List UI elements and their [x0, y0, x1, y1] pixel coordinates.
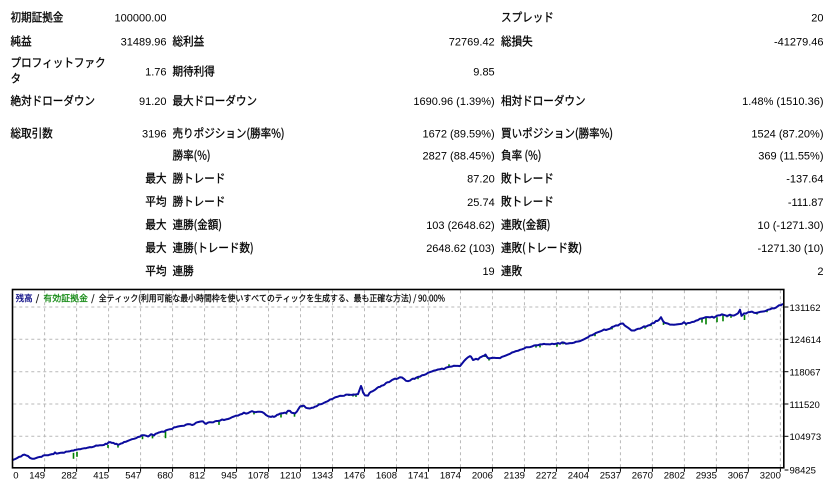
svg-text:1476: 1476 — [344, 471, 365, 482]
svg-text:3200: 3200 — [760, 471, 781, 482]
svg-text:369 (11.55%): 369 (11.55%) — [758, 151, 823, 163]
svg-text:2: 2 — [817, 266, 823, 278]
svg-text:9.85: 9.85 — [473, 67, 494, 79]
svg-text:87.20: 87.20 — [467, 174, 495, 186]
svg-text:2537: 2537 — [600, 471, 621, 482]
svg-text:1672 (89.59%): 1672 (89.59%) — [423, 129, 495, 141]
svg-text:415: 415 — [93, 471, 109, 482]
svg-text:547: 547 — [125, 471, 141, 482]
svg-text:1524 (87.20%): 1524 (87.20%) — [751, 129, 823, 141]
svg-text:2404: 2404 — [568, 471, 589, 482]
svg-text:812: 812 — [189, 471, 205, 482]
svg-text:2648.62 (103): 2648.62 (103) — [426, 243, 495, 255]
svg-text:2272: 2272 — [536, 471, 557, 482]
svg-text:1343: 1343 — [312, 471, 333, 482]
svg-text:2802: 2802 — [664, 471, 685, 482]
svg-text:1.76: 1.76 — [145, 67, 166, 79]
svg-text:0: 0 — [13, 471, 18, 482]
svg-text:-137.64: -137.64 — [786, 174, 823, 186]
svg-text:91.20: 91.20 — [139, 96, 167, 108]
svg-text:680: 680 — [157, 471, 173, 482]
svg-text:2006: 2006 — [472, 471, 493, 482]
svg-text:72769.42: 72769.42 — [449, 37, 495, 49]
svg-text:111520: 111520 — [790, 400, 820, 411]
svg-text:104973: 104973 — [790, 432, 822, 443]
svg-text:1.48% (1510.36): 1.48% (1510.36) — [742, 96, 823, 108]
svg-text:1210: 1210 — [280, 471, 301, 482]
svg-text:25.74: 25.74 — [467, 197, 495, 209]
svg-text:-41279.46: -41279.46 — [774, 37, 824, 49]
svg-text:131162: 131162 — [790, 303, 821, 314]
svg-text:118067: 118067 — [790, 368, 821, 379]
svg-text:103 (2648.62): 103 (2648.62) — [426, 220, 495, 232]
svg-text:1741: 1741 — [408, 471, 429, 482]
svg-text:3067: 3067 — [728, 471, 749, 482]
svg-text:1874: 1874 — [440, 471, 461, 482]
svg-text:149: 149 — [29, 471, 45, 482]
svg-text:282: 282 — [61, 471, 77, 482]
svg-text:124614: 124614 — [790, 335, 822, 346]
svg-text:2670: 2670 — [632, 471, 653, 482]
svg-text:19: 19 — [482, 266, 494, 278]
svg-text:2139: 2139 — [504, 471, 525, 482]
svg-text:2827 (88.45%): 2827 (88.45%) — [423, 151, 495, 163]
svg-text:1078: 1078 — [248, 471, 269, 482]
svg-text:31489.96: 31489.96 — [121, 37, 167, 49]
svg-text:98425: 98425 — [790, 465, 816, 476]
svg-text:945: 945 — [221, 471, 237, 482]
svg-text:2935: 2935 — [696, 471, 717, 482]
svg-text:20: 20 — [811, 13, 823, 25]
svg-text:1608: 1608 — [376, 471, 397, 482]
svg-text:-111.87: -111.87 — [788, 197, 824, 209]
svg-text:10 (-1271.30): 10 (-1271.30) — [757, 220, 823, 232]
svg-text:100000.00: 100000.00 — [115, 13, 167, 25]
svg-text:-1271.30 (10): -1271.30 (10) — [757, 243, 823, 255]
svg-text:3196: 3196 — [142, 129, 166, 141]
svg-text:1690.96 (1.39%): 1690.96 (1.39%) — [413, 96, 494, 108]
